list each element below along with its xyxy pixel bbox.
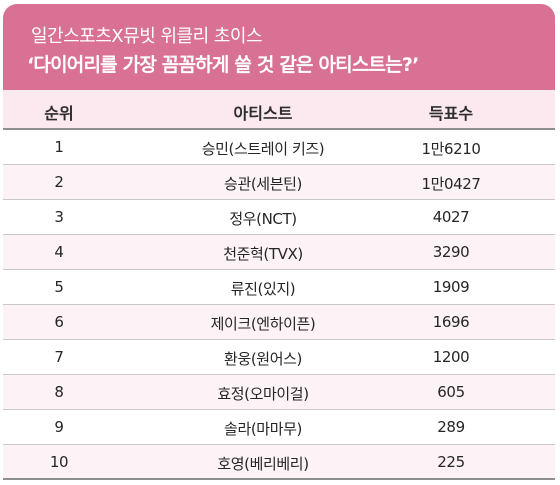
table-row: 4 천준혁(TVX) 3290 [3,235,555,270]
rank-cell: 6 [54,313,64,331]
ranking-card: 일간스포츠X뮤빗 위클리 초이스 ‘다이어리를 가장 꼼꼼하게 쓸 것 같은 아… [3,4,555,480]
artist-cell: 류진(있지) [230,280,296,298]
column-header-artist: 아티스트 [233,104,293,123]
header-question: ‘다이어리를 가장 꼼꼼하게 쓸 것 같은 아티스트는?’ [27,54,419,76]
table-row: 8 효정(오마이걸) 605 [3,375,555,410]
votes-cell: 3290 [432,243,470,261]
rank-cell: 5 [54,278,64,296]
votes-cell: 605 [437,383,465,401]
rank-cell: 10 [49,453,69,471]
votes-cell: 1696 [432,313,470,331]
table-row: 6 제이크(엔하이픈) 1696 [3,305,555,340]
artist-cell: 솔라(마마무) [224,420,302,438]
artist-cell: 승관(세븐틴) [224,175,302,193]
votes-cell: 1909 [432,278,470,296]
votes-cell: 1만6210 [421,140,481,158]
votes-cell: 1200 [432,348,470,366]
table-row: 1 승민(스트레이 키즈) 1만6210 [3,130,555,165]
table-row: 10 호영(베리베리) 225 [3,445,555,480]
table-row: 7 환웅(원어스) 1200 [3,340,555,375]
column-header-votes: 득표수 [428,104,474,123]
ranking-header: 일간스포츠X뮤빗 위클리 초이스 ‘다이어리를 가장 꼼꼼하게 쓸 것 같은 아… [3,4,555,90]
votes-cell: 4027 [432,208,470,226]
artist-cell: 효정(오마이걸) [217,385,309,403]
votes-cell: 1만0427 [421,175,481,193]
rank-cell: 2 [54,173,64,191]
column-header-rank: 순위 [44,104,74,123]
table-row: 9 솔라(마마무) 289 [3,410,555,445]
artist-cell: 정우(NCT) [229,210,297,228]
table-row: 2 승관(세븐틴) 1만0427 [3,165,555,200]
artist-cell: 환웅(원어스) [224,350,302,368]
artist-cell: 승민(스트레이 키즈) [201,140,325,158]
artist-cell: 천준혁(TVX) [223,245,303,263]
artist-cell: 호영(베리베리) [217,455,309,473]
rank-cell: 1 [54,138,64,156]
ranking-table-body: 1 승민(스트레이 키즈) 1만6210 2 승관(세븐틴) 1만0427 3 … [3,130,555,480]
votes-cell: 289 [437,418,465,436]
votes-cell: 225 [437,453,465,471]
table-header-row: 순위 아티스트 득표수 [3,90,555,130]
rank-cell: 4 [54,243,64,261]
rank-cell: 8 [54,383,64,401]
artist-cell: 제이크(엔하이픈) [210,315,316,333]
rank-cell: 3 [54,208,64,226]
header-title: 일간스포츠X뮤빗 위클리 초이스 [31,26,263,47]
table-row: 3 정우(NCT) 4027 [3,200,555,235]
table-row: 5 류진(있지) 1909 [3,270,555,305]
rank-cell: 7 [54,348,64,366]
rank-cell: 9 [54,418,64,436]
